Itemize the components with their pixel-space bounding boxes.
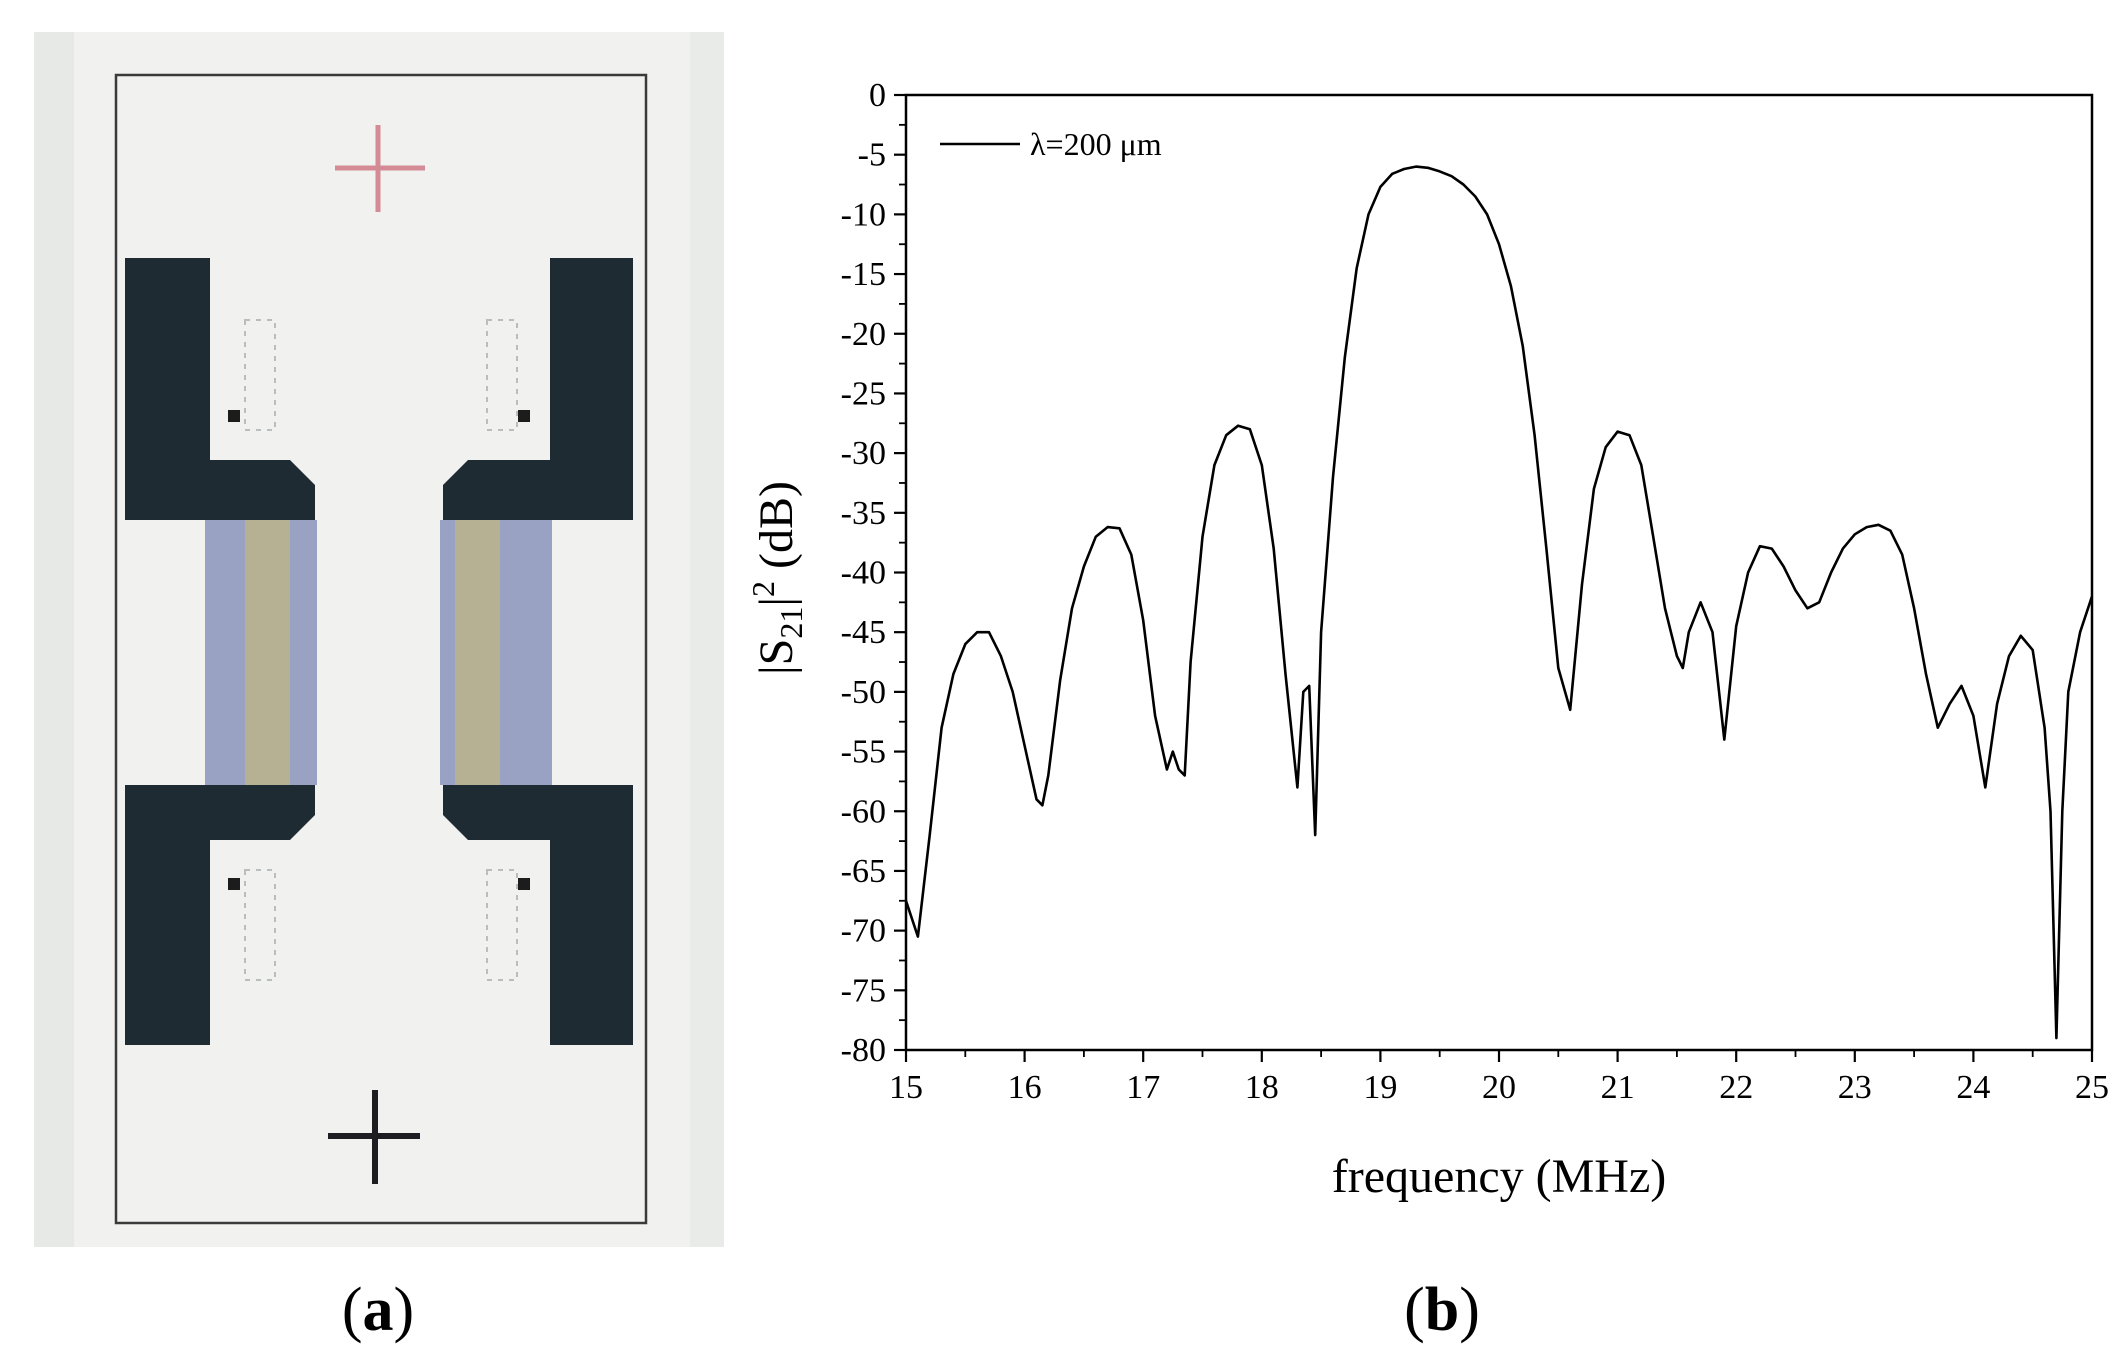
x-tick-label: 21	[1601, 1069, 1635, 1106]
y-tick-label: -20	[841, 316, 886, 353]
y-tick-label: -30	[841, 435, 886, 472]
y-tick-label: -5	[858, 137, 886, 174]
y-tick-label: -80	[841, 1032, 886, 1069]
x-tick-label: 22	[1719, 1069, 1753, 1106]
x-tick-label: 17	[1126, 1069, 1160, 1106]
electrode-pad-bottom-left	[125, 785, 315, 1045]
series-line	[904, 165, 2094, 1040]
y-tick-label: -25	[841, 375, 886, 412]
y-tick-label: 0	[869, 77, 886, 114]
plot-frame	[904, 93, 2094, 1052]
panel-label-b: (b)	[1404, 1276, 1480, 1344]
y-tick-label: -70	[841, 913, 886, 950]
x-axis-title: frequency (MHz)	[1332, 1150, 1667, 1203]
alignment-mark-bottom	[328, 1090, 420, 1184]
photo-shadow-right	[690, 32, 724, 1247]
panel-label-a: (a)	[342, 1276, 414, 1344]
y-tick-label: -55	[841, 734, 886, 771]
transducer-right	[440, 520, 552, 785]
y-axis-title: |S21|2 (dB)	[745, 481, 809, 675]
x-tick-label: 20	[1482, 1069, 1516, 1106]
legend: λ=200 μm	[940, 126, 1162, 162]
x-tick-label: 25	[2075, 1069, 2109, 1106]
x-tick-label: 15	[889, 1069, 923, 1106]
y-tick-label: -45	[841, 614, 886, 651]
y-tick-label: -40	[841, 555, 886, 592]
legend-entry: λ=200 μm	[1030, 126, 1162, 162]
y-tick-label: -65	[841, 853, 886, 890]
photo-substrate	[34, 32, 724, 1247]
test-structures	[244, 319, 518, 981]
x-tick-label: 24	[1956, 1069, 1990, 1106]
y-tick-label: -35	[841, 495, 886, 532]
s21-chart: 15 16 17 18 19 20 21 22 23 24 25 0 -5 -10 -15 -20 -25 -30…	[745, 77, 2109, 1203]
electrode-pad-top-right	[443, 258, 633, 520]
y-tick-label: -50	[841, 674, 886, 711]
alignment-mark-top	[335, 125, 425, 212]
device-photo	[34, 32, 724, 1247]
photo-shadow-left	[34, 32, 74, 1247]
y-tick-label: -75	[841, 972, 886, 1009]
x-tick-label: 19	[1363, 1069, 1397, 1106]
marker-squares	[228, 410, 530, 890]
y-tick-label: -10	[841, 196, 886, 233]
electrode-pad-top-left	[125, 258, 315, 520]
electrode-pad-bottom-right	[443, 785, 633, 1045]
transducer-left	[205, 520, 317, 785]
x-tick-label: 18	[1245, 1069, 1279, 1106]
x-tick-label: 23	[1838, 1069, 1872, 1106]
chip-outline	[114, 73, 648, 1225]
x-tick-label: 16	[1008, 1069, 1042, 1106]
axis-ticks	[894, 93, 2094, 1062]
y-tick-label: -60	[841, 793, 886, 830]
y-tick-label: -15	[841, 256, 886, 293]
axis-tick-labels: 15 16 17 18 19 20 21 22 23 24 25 0 -5 -10 -15 -20 -25 -30…	[841, 77, 2109, 1106]
